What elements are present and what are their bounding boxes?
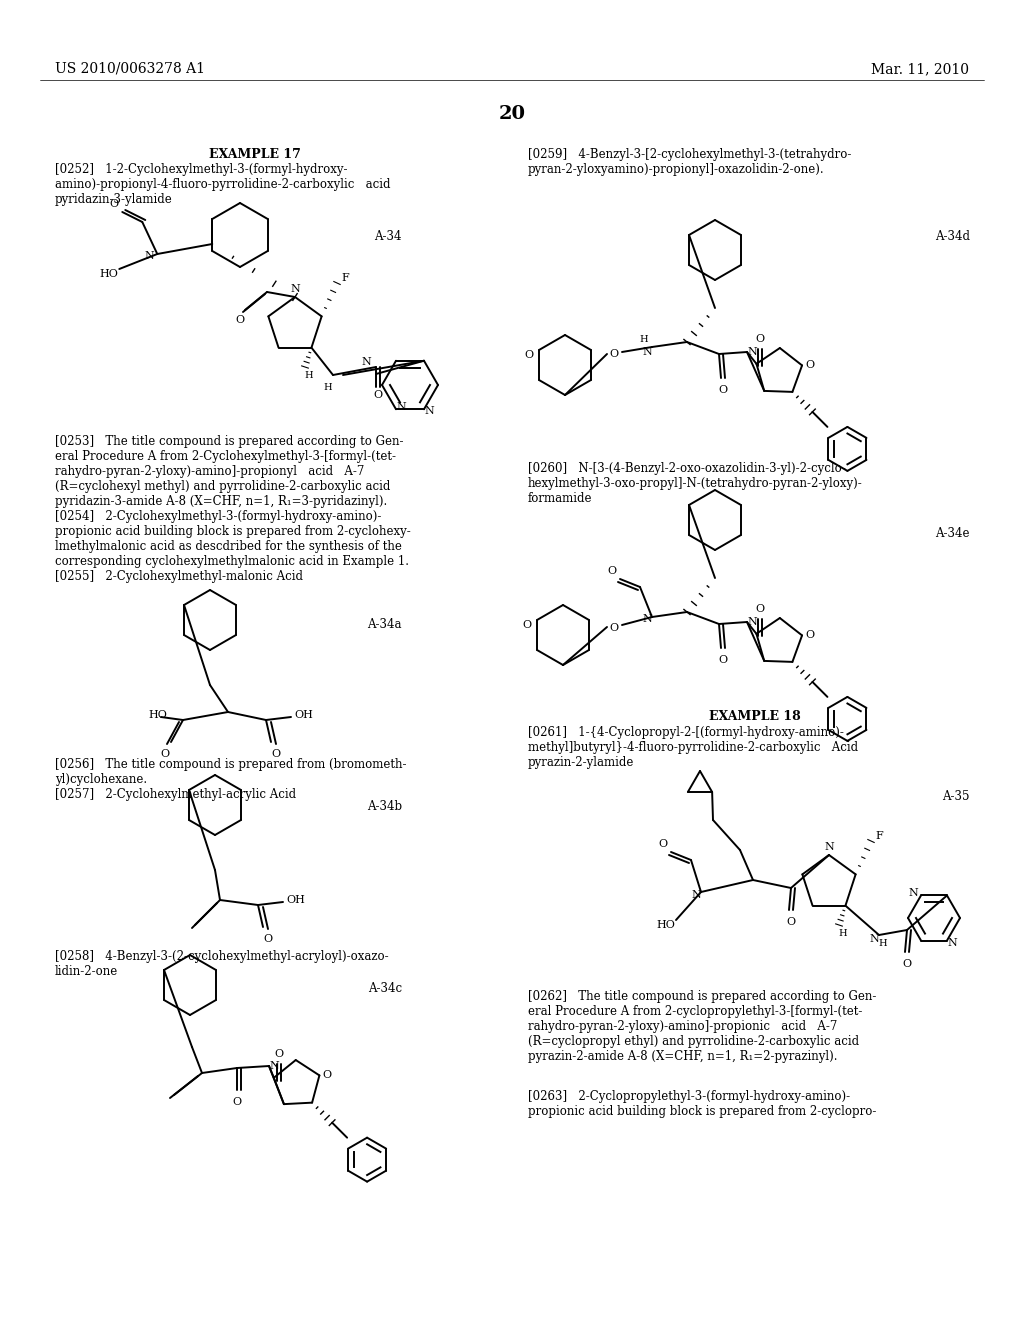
Text: H: H xyxy=(879,939,888,948)
Text: O: O xyxy=(607,566,616,576)
Text: HO: HO xyxy=(99,269,118,279)
Text: EXAMPLE 18: EXAMPLE 18 xyxy=(710,710,801,723)
Text: N: N xyxy=(144,251,155,261)
Text: HO: HO xyxy=(656,920,675,931)
Text: N: N xyxy=(869,935,879,944)
Text: N: N xyxy=(361,356,371,367)
Text: A-34a: A-34a xyxy=(368,618,402,631)
Text: N: N xyxy=(824,842,834,851)
Text: N: N xyxy=(642,347,652,356)
Text: O: O xyxy=(274,1049,284,1059)
Text: O: O xyxy=(263,935,272,944)
Text: O: O xyxy=(161,748,170,759)
Text: O: O xyxy=(719,655,728,665)
Text: OH: OH xyxy=(294,710,313,719)
Text: O: O xyxy=(374,389,383,400)
Text: N: N xyxy=(424,407,434,416)
Text: H: H xyxy=(839,928,847,937)
Text: A-34: A-34 xyxy=(375,230,402,243)
Text: H: H xyxy=(305,371,313,380)
Text: N: N xyxy=(748,347,757,356)
Text: O: O xyxy=(902,960,911,969)
Text: O: O xyxy=(806,631,815,640)
Text: N: N xyxy=(748,616,757,627)
Text: US 2010/0063278 A1: US 2010/0063278 A1 xyxy=(55,62,205,77)
Text: O: O xyxy=(609,348,618,359)
Text: N: N xyxy=(947,937,956,948)
Text: H: H xyxy=(324,383,333,392)
Text: 20: 20 xyxy=(499,106,525,123)
Text: A-34e: A-34e xyxy=(936,527,970,540)
Text: A-34b: A-34b xyxy=(367,800,402,813)
Text: O: O xyxy=(110,199,119,209)
Text: F: F xyxy=(876,832,883,841)
Text: N: N xyxy=(396,403,406,412)
Text: [0256]   The title compound is prepared from (bromometh-
yl)cyclohexane.
[0257] : [0256] The title compound is prepared fr… xyxy=(55,758,407,801)
Text: HO: HO xyxy=(148,710,167,719)
Text: O: O xyxy=(522,620,531,630)
Text: [0253]   The title compound is prepared according to Gen-
eral Procedure A from : [0253] The title compound is prepared ac… xyxy=(55,436,411,583)
Text: O: O xyxy=(786,917,796,927)
Text: O: O xyxy=(323,1071,332,1080)
Text: O: O xyxy=(806,360,815,371)
Text: [0259]   4-Benzyl-3-[2-cyclohexylmethyl-3-(tetrahydro-
pyran-2-yloxyamino)-propi: [0259] 4-Benzyl-3-[2-cyclohexylmethyl-3-… xyxy=(528,148,851,176)
Text: O: O xyxy=(524,350,534,360)
Text: N: N xyxy=(691,890,700,900)
Text: EXAMPLE 17: EXAMPLE 17 xyxy=(209,148,301,161)
Text: N: N xyxy=(642,614,652,624)
Text: O: O xyxy=(271,748,281,759)
Text: O: O xyxy=(232,1097,242,1107)
Text: A-35: A-35 xyxy=(942,789,970,803)
Text: F: F xyxy=(341,273,349,282)
Text: Mar. 11, 2010: Mar. 11, 2010 xyxy=(871,62,969,77)
Text: A-34d: A-34d xyxy=(935,230,970,243)
Text: H: H xyxy=(640,334,648,343)
Text: OH: OH xyxy=(286,895,305,906)
Text: O: O xyxy=(236,315,245,325)
Text: O: O xyxy=(658,840,668,849)
Text: [0262]   The title compound is prepared according to Gen-
eral Procedure A from : [0262] The title compound is prepared ac… xyxy=(528,990,877,1063)
Text: [0260]   N-[3-(4-Benzyl-2-oxo-oxazolidin-3-yl)-2-cyclo-
hexylmethyl-3-oxo-propyl: [0260] N-[3-(4-Benzyl-2-oxo-oxazolidin-3… xyxy=(528,462,863,506)
Text: N: N xyxy=(908,888,918,899)
Text: O: O xyxy=(756,334,765,345)
Text: O: O xyxy=(756,605,765,614)
Text: [0261]   1-{4-Cyclopropyl-2-[(formyl-hydroxy-amino)-
methyl]butyryl}-4-fluoro-py: [0261] 1-{4-Cyclopropyl-2-[(formyl-hydro… xyxy=(528,726,858,770)
Text: [0263]   2-Cyclopropylethyl-3-(formyl-hydroxy-amino)-
propionic acid building bl: [0263] 2-Cyclopropylethyl-3-(formyl-hydr… xyxy=(528,1090,877,1118)
Text: [0258]   4-Benzyl-3-(2-cyclohexylmethyl-acryloyl)-oxazo-
lidin-2-one: [0258] 4-Benzyl-3-(2-cyclohexylmethyl-ac… xyxy=(55,950,389,978)
Text: O: O xyxy=(719,385,728,395)
Text: O: O xyxy=(609,623,618,634)
Text: A-34c: A-34c xyxy=(368,982,402,995)
Text: [0252]   1-2-Cyclohexylmethyl-3-(formyl-hydroxy-
amino)-propionyl-4-fluoro-pyrro: [0252] 1-2-Cyclohexylmethyl-3-(formyl-hy… xyxy=(55,162,390,206)
Text: N: N xyxy=(290,284,300,294)
Text: N: N xyxy=(269,1061,279,1071)
